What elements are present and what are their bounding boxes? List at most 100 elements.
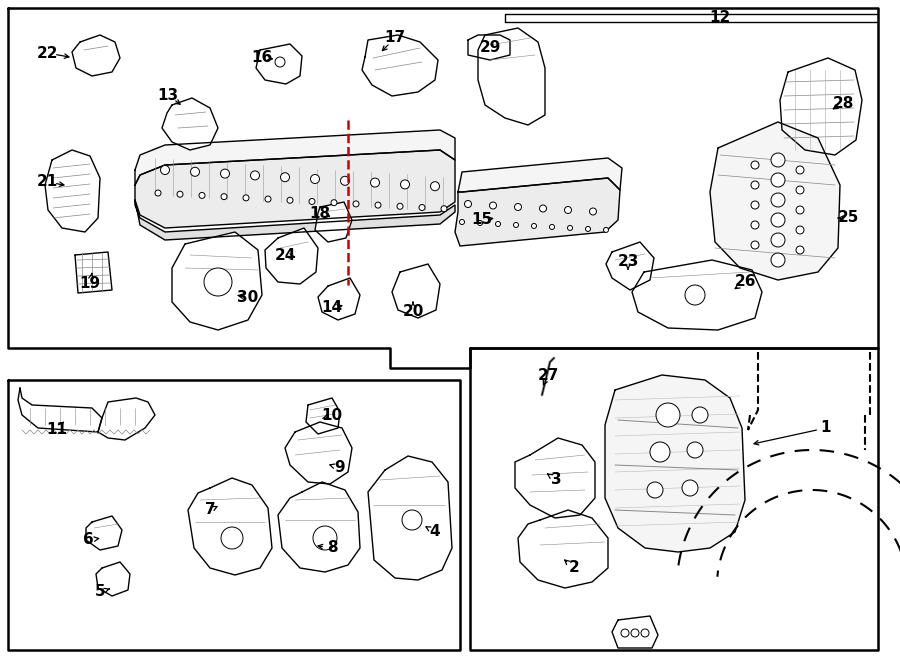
Circle shape <box>313 526 337 550</box>
Text: 27: 27 <box>537 367 559 383</box>
Circle shape <box>221 193 227 200</box>
Circle shape <box>496 222 500 226</box>
Polygon shape <box>265 228 318 284</box>
Polygon shape <box>612 616 658 648</box>
Circle shape <box>751 241 759 249</box>
Polygon shape <box>98 398 155 440</box>
Text: 20: 20 <box>402 305 424 320</box>
Polygon shape <box>458 158 622 192</box>
Polygon shape <box>315 202 352 242</box>
Text: 14: 14 <box>321 301 343 316</box>
Circle shape <box>220 169 230 178</box>
Polygon shape <box>710 122 840 280</box>
Circle shape <box>692 407 708 423</box>
Text: 9: 9 <box>335 461 346 475</box>
Polygon shape <box>135 130 455 185</box>
Text: 16: 16 <box>251 50 273 64</box>
Circle shape <box>441 206 447 212</box>
Text: 6: 6 <box>83 532 94 547</box>
Circle shape <box>340 176 349 185</box>
Circle shape <box>177 191 183 197</box>
Circle shape <box>430 181 439 191</box>
Text: 21: 21 <box>36 175 58 189</box>
Polygon shape <box>72 35 120 76</box>
Circle shape <box>656 403 680 427</box>
Polygon shape <box>86 516 122 550</box>
Polygon shape <box>188 478 272 575</box>
Circle shape <box>419 205 425 211</box>
Circle shape <box>751 161 759 169</box>
Polygon shape <box>362 35 438 96</box>
Polygon shape <box>478 28 545 125</box>
Text: 19: 19 <box>79 275 101 291</box>
Polygon shape <box>780 58 862 155</box>
Circle shape <box>221 527 243 549</box>
Text: 8: 8 <box>327 540 338 555</box>
Circle shape <box>515 203 521 211</box>
Text: 23: 23 <box>617 254 639 269</box>
Polygon shape <box>455 178 620 246</box>
Circle shape <box>771 253 785 267</box>
Text: 18: 18 <box>310 205 330 220</box>
Circle shape <box>460 220 464 224</box>
Text: 5: 5 <box>94 585 105 600</box>
Circle shape <box>243 195 249 201</box>
Polygon shape <box>75 252 112 293</box>
Circle shape <box>490 202 497 209</box>
Text: 11: 11 <box>47 422 68 438</box>
Text: 4: 4 <box>429 524 440 540</box>
Circle shape <box>568 226 572 230</box>
Circle shape <box>532 224 536 228</box>
Circle shape <box>397 203 403 209</box>
Polygon shape <box>606 242 654 290</box>
Polygon shape <box>505 13 878 22</box>
Polygon shape <box>135 150 455 228</box>
Circle shape <box>641 629 649 637</box>
Circle shape <box>250 171 259 180</box>
Circle shape <box>650 442 670 462</box>
Polygon shape <box>605 375 745 552</box>
Polygon shape <box>285 422 352 484</box>
Text: 25: 25 <box>837 211 859 226</box>
Circle shape <box>310 175 320 183</box>
Circle shape <box>371 178 380 187</box>
Circle shape <box>550 224 554 230</box>
Polygon shape <box>368 456 452 580</box>
Text: 29: 29 <box>480 40 500 54</box>
Circle shape <box>771 213 785 227</box>
Circle shape <box>771 233 785 247</box>
Polygon shape <box>18 388 102 432</box>
Circle shape <box>771 173 785 187</box>
Text: 1: 1 <box>821 420 832 436</box>
Circle shape <box>309 199 315 205</box>
Circle shape <box>402 510 422 530</box>
Polygon shape <box>306 398 340 434</box>
Polygon shape <box>392 264 440 318</box>
Circle shape <box>155 190 161 196</box>
Circle shape <box>464 201 472 207</box>
Polygon shape <box>256 44 302 84</box>
Circle shape <box>478 220 482 226</box>
Text: 12: 12 <box>709 11 731 26</box>
Polygon shape <box>172 232 262 330</box>
Text: 24: 24 <box>274 248 296 263</box>
Polygon shape <box>96 562 130 596</box>
Circle shape <box>586 226 590 232</box>
Circle shape <box>265 196 271 202</box>
Circle shape <box>375 202 381 208</box>
Text: 30: 30 <box>238 289 258 305</box>
Circle shape <box>751 221 759 229</box>
Polygon shape <box>135 200 455 240</box>
Text: 7: 7 <box>204 502 215 518</box>
Circle shape <box>400 180 410 189</box>
Circle shape <box>514 222 518 228</box>
Polygon shape <box>632 260 762 330</box>
Text: 3: 3 <box>551 473 562 487</box>
Polygon shape <box>318 278 360 320</box>
Circle shape <box>796 226 804 234</box>
Circle shape <box>751 181 759 189</box>
Polygon shape <box>45 150 100 232</box>
Circle shape <box>631 629 639 637</box>
Text: 17: 17 <box>384 30 406 46</box>
Text: 26: 26 <box>734 275 756 289</box>
